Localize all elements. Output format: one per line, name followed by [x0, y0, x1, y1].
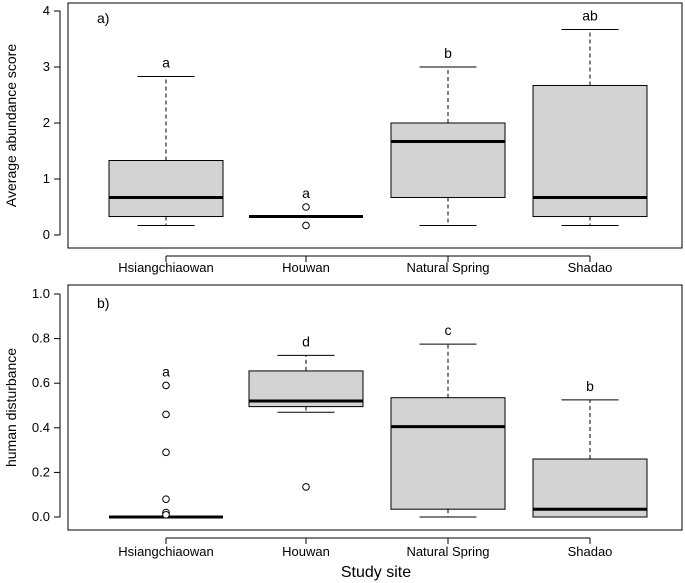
panel-a-abundance: 0 1 2 3 4 Average abundance score a) Hsiangchia…: [3, 2, 683, 275]
box-body: [390, 397, 506, 510]
x-tick-label: Hsiangchiaowan: [118, 544, 213, 559]
box-body: [532, 84, 648, 218]
y-tick-label: 0.6: [32, 375, 50, 390]
significance-label: d: [302, 333, 310, 349]
y-tick-label: 0: [43, 227, 50, 242]
y-axis-label: human disturbance: [3, 348, 19, 467]
outlier-point: [162, 381, 170, 390]
outlier-point: [302, 483, 310, 491]
y-tick-label: 2: [43, 115, 50, 130]
y-tick-label: 0.4: [32, 420, 50, 435]
x-tick-label: Houwan: [282, 544, 330, 559]
x-axis-label: Study site: [341, 564, 411, 581]
significance-label: a: [162, 55, 170, 71]
significance-label: b: [444, 45, 452, 61]
y-tick-label: 1.0: [32, 286, 50, 301]
box-hsiangchiaowan: a: [108, 55, 224, 226]
box-houwan: a: [249, 185, 363, 230]
box-natural-spring: c: [390, 322, 506, 518]
y-axis-label: Average abundance score: [3, 44, 19, 207]
outlier-point: [302, 203, 310, 211]
box-natural-spring: b: [390, 45, 506, 226]
plot-frame: [67, 284, 683, 531]
outlier-point: [302, 221, 310, 230]
x-tick-label: Hsiangchiaowan: [118, 260, 213, 275]
panel-label: a): [97, 10, 109, 26]
box-hsiangchiaowan: a: [109, 363, 223, 519]
y-tick-label: 3: [43, 59, 50, 74]
box-body: [108, 160, 224, 218]
box-body: [532, 458, 648, 518]
significance-label: ab: [582, 7, 598, 23]
y-tick-label: 0.2: [32, 464, 50, 479]
y-tick-label: 0.8: [32, 331, 50, 346]
y-tick-label: 0.0: [32, 509, 50, 524]
y-tick-label: 4: [43, 3, 50, 18]
x-tick-label: Houwan: [282, 260, 330, 275]
box-shadao: ab: [532, 7, 648, 226]
y-tick-label: 1: [43, 171, 50, 186]
significance-label: b: [586, 378, 594, 394]
significance-label: a: [302, 185, 310, 201]
panel-b-disturbance: 0.0 0.2 0.4 0.6 0.8 1.0 human disturbance b) Hsi…: [3, 284, 683, 559]
x-tick-label: Shadao: [568, 544, 613, 559]
plot-frame: [67, 2, 683, 249]
outlier-point: [162, 448, 170, 457]
x-tick-label: Natural Spring: [406, 544, 489, 559]
outlier-point: [162, 510, 170, 519]
box-shadao: b: [532, 378, 648, 518]
significance-label: a: [162, 363, 170, 379]
outlier-point: [162, 410, 170, 419]
significance-label: c: [445, 322, 452, 338]
box-houwan: d: [248, 333, 364, 491]
x-tick-label: Shadao: [568, 260, 613, 275]
outlier-point: [162, 495, 170, 503]
box-body: [390, 122, 506, 198]
panel-label: b): [97, 295, 109, 311]
x-tick-label: Natural Spring: [406, 260, 489, 275]
